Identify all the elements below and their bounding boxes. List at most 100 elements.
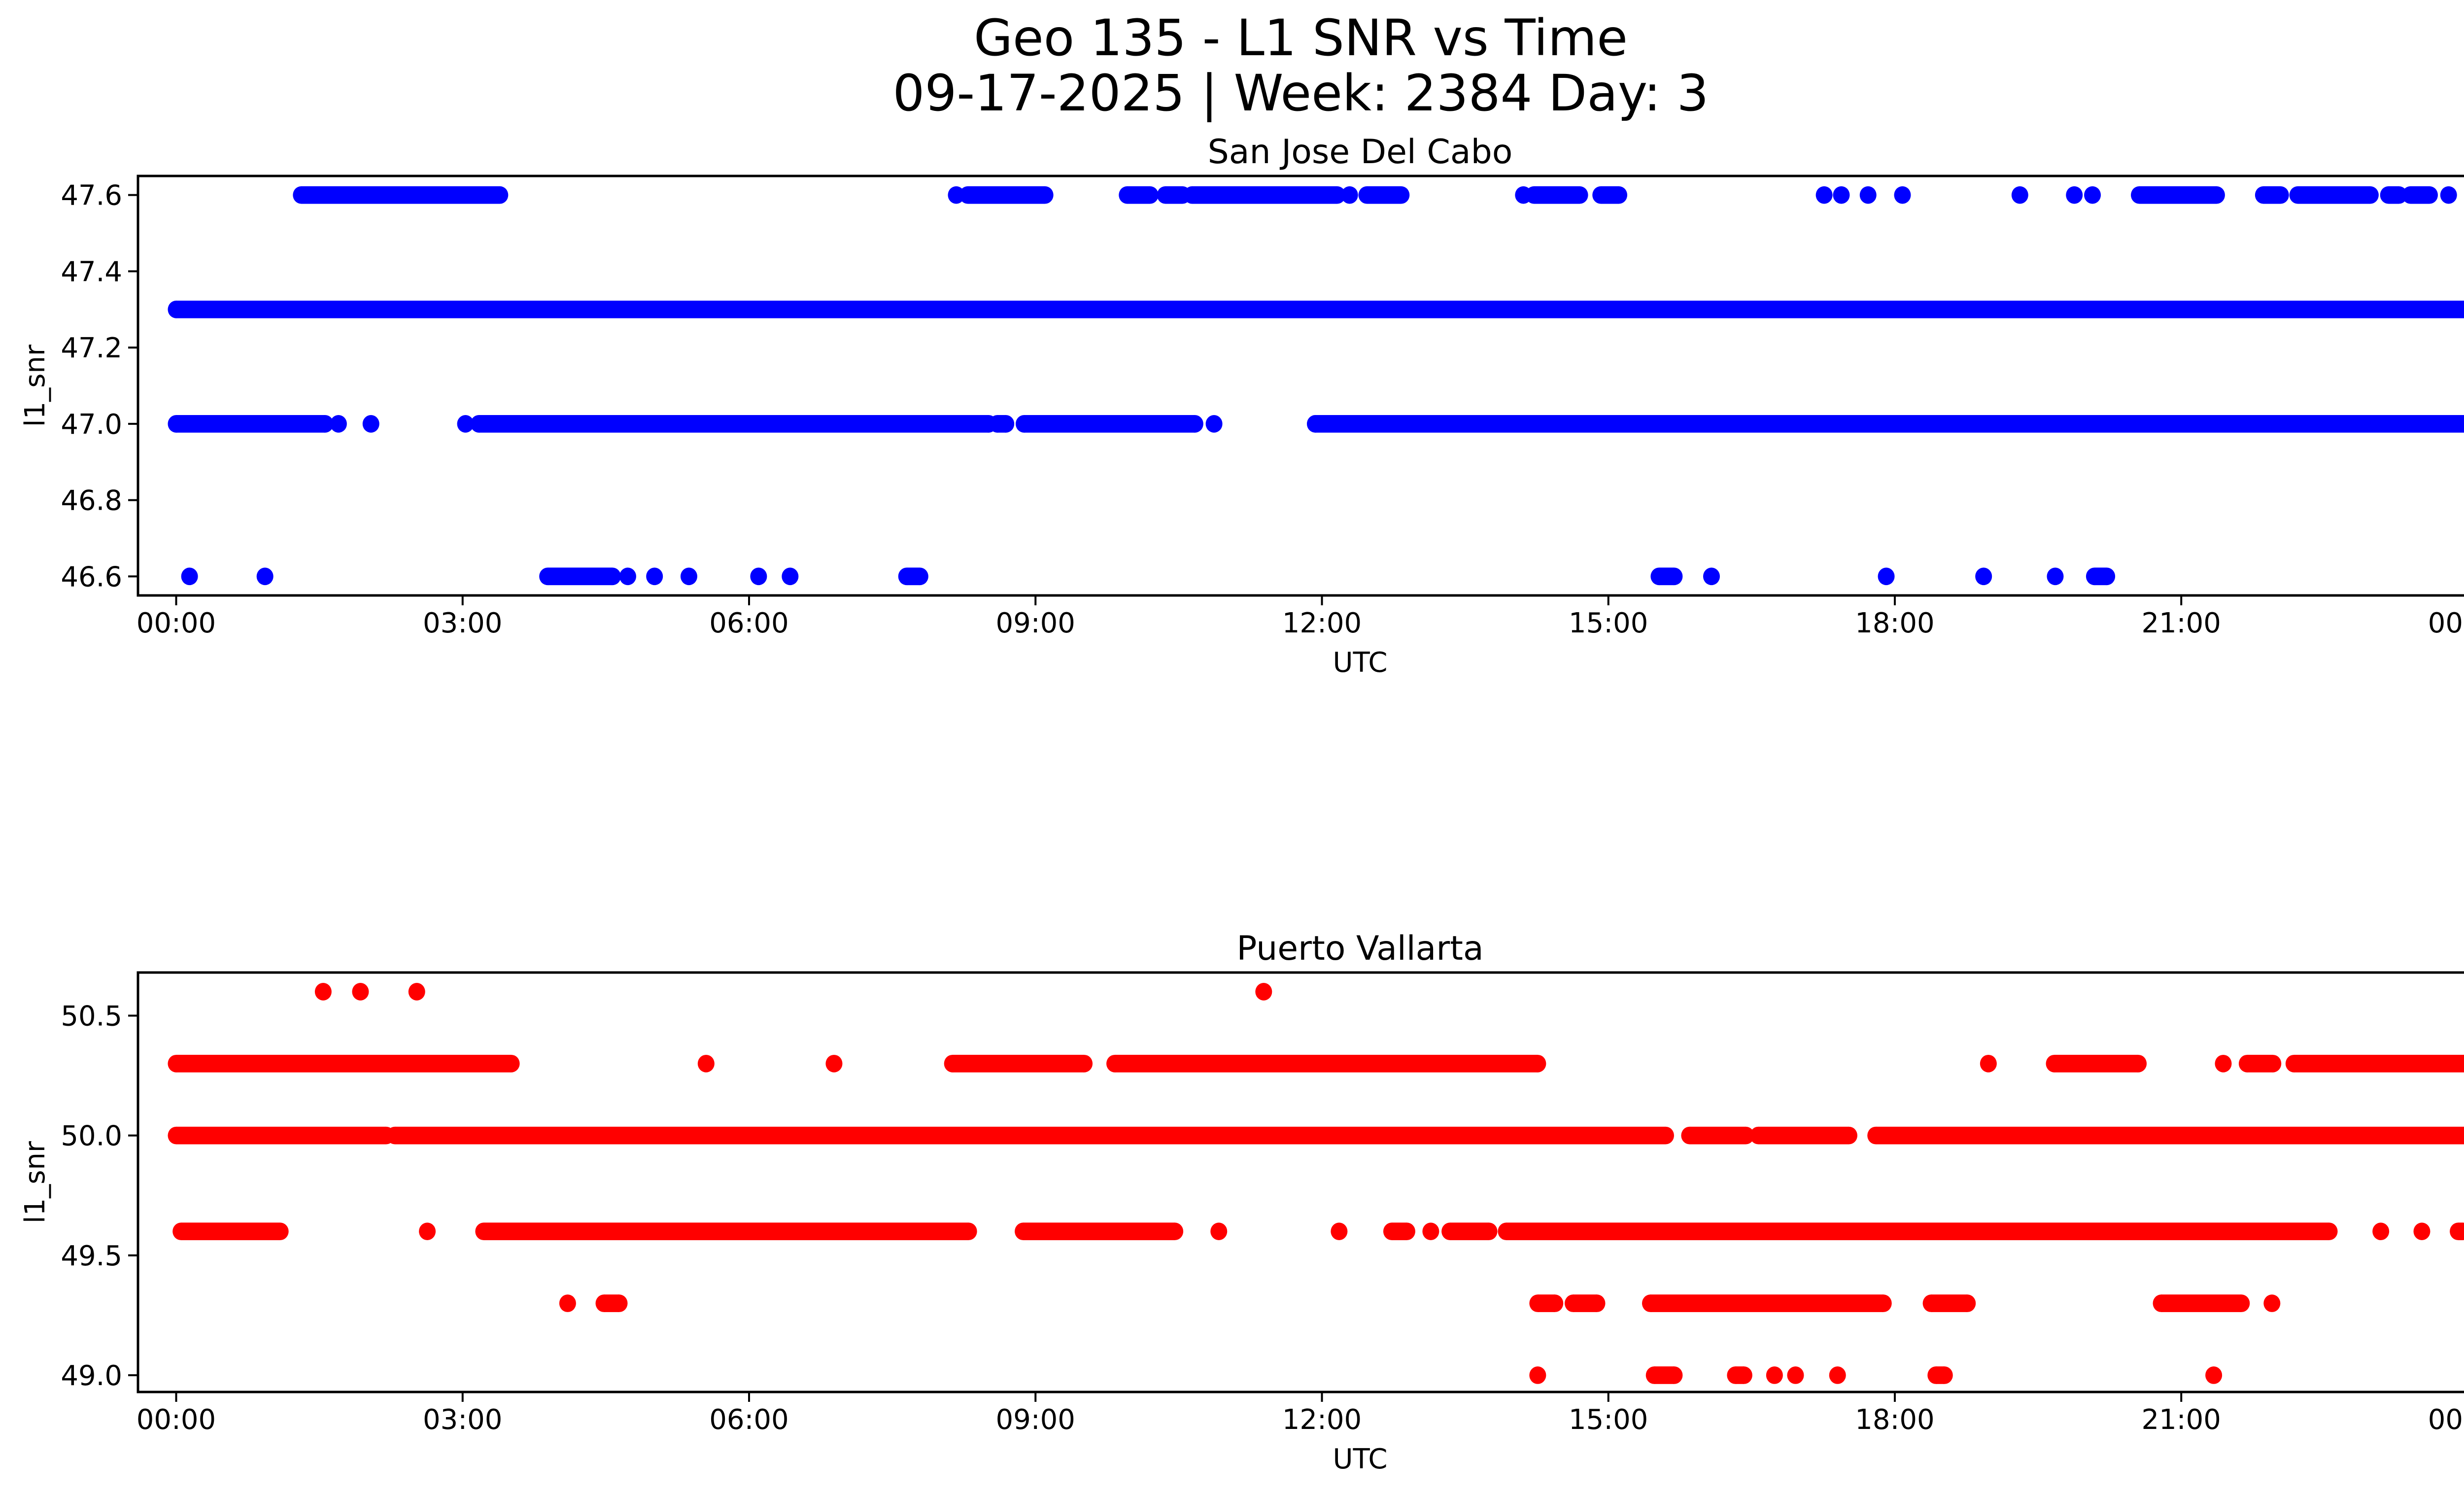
data-point [1015, 1222, 1032, 1241]
data-point [2130, 1054, 2147, 1073]
data-point [1546, 1294, 1564, 1312]
data-point [2233, 1294, 2250, 1312]
data-point [470, 415, 487, 433]
y-axis-label: l1_snr [19, 344, 51, 427]
data-point [1529, 1054, 1546, 1073]
data-point [2098, 567, 2116, 586]
data-point [539, 567, 556, 586]
data-point [825, 1054, 843, 1073]
data-point [1642, 1294, 1659, 1312]
data-point [960, 1222, 977, 1241]
data-point [782, 567, 799, 586]
data-point [1875, 1294, 1892, 1312]
data-point [595, 1294, 613, 1312]
data-point-run [2161, 1294, 2242, 1312]
series-level-50-6 [314, 983, 1272, 1001]
data-point [911, 567, 928, 586]
data-point [1157, 186, 1174, 204]
data-point-run [1506, 1222, 2329, 1241]
data-point [1666, 1366, 1683, 1384]
data-point [604, 567, 621, 586]
data-point [2263, 1294, 2281, 1312]
data-point [1441, 1222, 1459, 1241]
data-point [1393, 186, 1410, 204]
data-point [457, 415, 474, 433]
data-point [1184, 186, 1200, 204]
y-tick-label: 47.6 [61, 180, 122, 212]
data-point [293, 186, 310, 204]
data-point [1787, 1366, 1804, 1384]
data-point [1529, 1294, 1546, 1312]
data-point [2372, 1222, 2390, 1241]
data-point [1141, 186, 1159, 204]
series-level-49-3 [559, 1294, 2281, 1312]
data-point-run [967, 186, 1045, 204]
data-point [959, 186, 976, 204]
data-point [2255, 186, 2272, 204]
y-tick-label: 47.4 [61, 256, 122, 288]
data-point [362, 415, 379, 433]
y-tick-label: 50.5 [61, 1001, 122, 1033]
x-axis-label: UTC [1333, 1443, 1387, 1475]
data-point [1422, 1222, 1439, 1241]
data-point [2264, 1054, 2282, 1073]
data-point-run [301, 186, 500, 204]
series-level-49 [1529, 1366, 2223, 1384]
data-point-run [181, 1222, 280, 1241]
data-point [2421, 186, 2438, 204]
series-level-50-3 [168, 1054, 2464, 1073]
data-point-run [176, 1054, 512, 1073]
data-point-run [395, 1126, 1666, 1145]
y-tick-label: 47.0 [61, 409, 122, 441]
data-point [2047, 567, 2064, 586]
data-point [1398, 1222, 1415, 1241]
data-point-run [483, 1222, 969, 1241]
data-point [256, 567, 274, 586]
data-point [1331, 1222, 1348, 1241]
y-tick-label: 46.8 [61, 485, 122, 517]
data-point [1878, 567, 1895, 586]
series-level-49-6 [172, 1222, 2464, 1241]
data-point [314, 983, 332, 1001]
data-point-run [1024, 415, 1195, 433]
data-point-run [2054, 1054, 2139, 1073]
data-point-run [952, 1054, 1085, 1073]
data-point-run [1689, 1126, 1746, 1145]
data-point [2459, 1055, 2464, 1072]
data-point [1592, 186, 1609, 204]
data-point [1306, 415, 1324, 433]
data-point [1681, 1126, 1698, 1145]
data-point [2215, 1054, 2232, 1073]
data-point [1959, 1294, 1976, 1312]
data-point [2084, 186, 2101, 204]
x-tick-label: 21:00 [2142, 607, 2221, 639]
data-point [386, 1126, 404, 1145]
data-point-run [2139, 186, 2217, 204]
x-tick-label: 09:00 [996, 607, 1075, 639]
subplot-san-jose-del-cabo: San Jose Del Cabo UTC l1_snr 00:00 03:00 0… [19, 133, 2464, 679]
y-tick-label: 46.6 [61, 561, 122, 593]
x-tick-label: 12:00 [1282, 1404, 1362, 1436]
data-point-run [548, 567, 613, 586]
data-point-run [2293, 1054, 2464, 1073]
data-point [948, 186, 965, 204]
data-point [2361, 186, 2379, 204]
data-point [997, 415, 1015, 433]
x-tick-label: 18:00 [1855, 1404, 1934, 1436]
data-point [1571, 186, 1588, 204]
data-point-run [479, 415, 989, 433]
data-point [2459, 416, 2464, 432]
data-point [2321, 1222, 2338, 1241]
data-point [619, 567, 636, 586]
data-point-run [2297, 186, 2370, 204]
y-tick-label: 50.0 [61, 1120, 122, 1152]
data-point [2208, 186, 2225, 204]
data-point [272, 1222, 289, 1241]
data-point [2459, 1127, 2464, 1144]
data-point-run [1023, 1222, 1175, 1241]
data-point [1936, 1366, 1953, 1384]
data-point [330, 415, 347, 433]
data-point [1186, 415, 1203, 433]
series-level-47-6 [293, 186, 2457, 204]
